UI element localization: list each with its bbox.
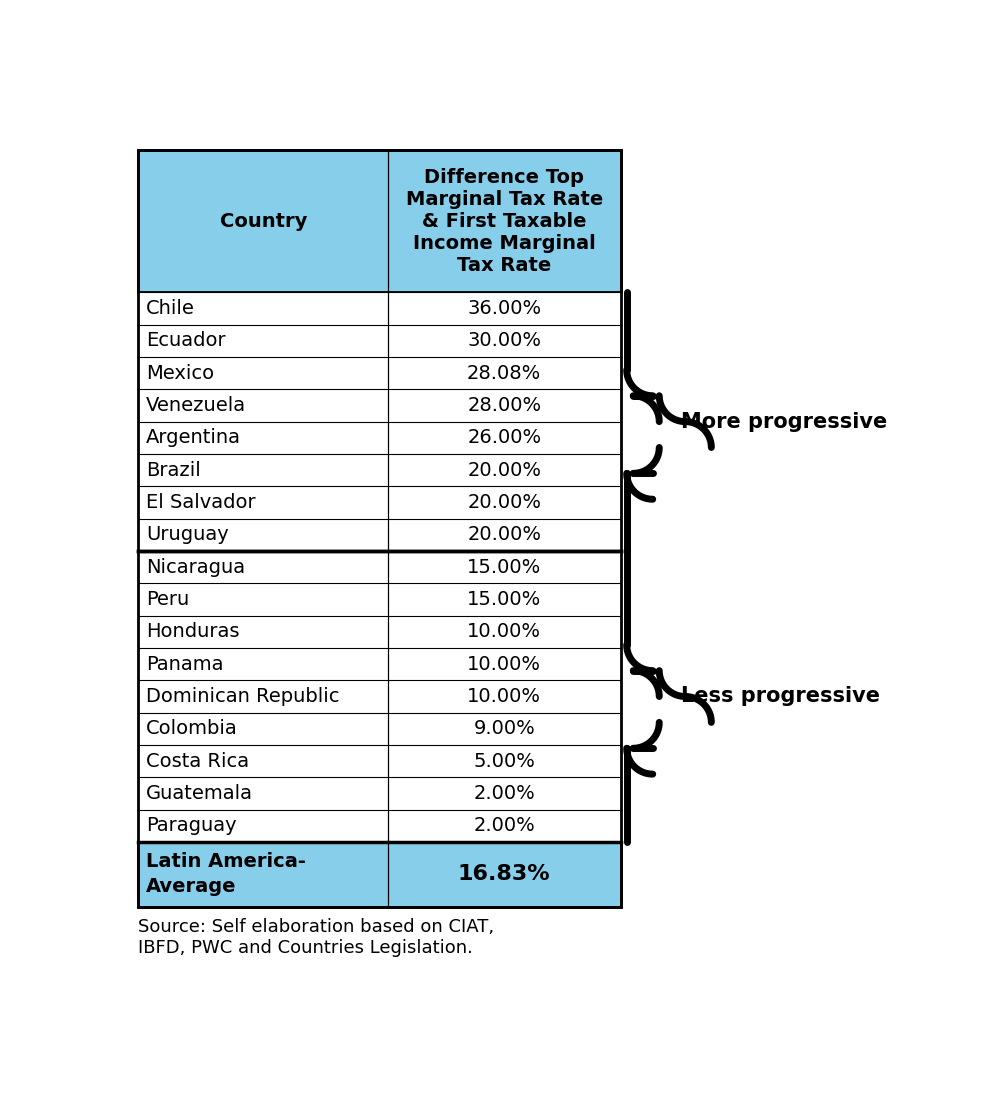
Text: Venezuela: Venezuela xyxy=(146,396,246,414)
Text: 16.83%: 16.83% xyxy=(458,865,551,885)
Text: Ecuador: Ecuador xyxy=(146,332,226,351)
Text: 9.00%: 9.00% xyxy=(473,719,535,738)
Bar xyxy=(138,150,621,907)
Bar xyxy=(138,712,621,745)
Text: 28.08%: 28.08% xyxy=(467,364,542,383)
Text: Argentina: Argentina xyxy=(146,428,241,447)
Text: 36.00%: 36.00% xyxy=(467,299,541,318)
Bar xyxy=(138,357,621,390)
Text: Costa Rica: Costa Rica xyxy=(146,752,249,771)
Bar xyxy=(138,745,621,777)
Text: 28.00%: 28.00% xyxy=(467,396,541,414)
Text: 2.00%: 2.00% xyxy=(473,784,535,803)
Bar xyxy=(138,842,621,907)
Bar xyxy=(138,519,621,551)
Text: Guatemala: Guatemala xyxy=(146,784,253,803)
Text: 10.00%: 10.00% xyxy=(467,687,541,706)
Bar xyxy=(138,325,621,357)
Text: Brazil: Brazil xyxy=(146,460,201,479)
Text: 20.00%: 20.00% xyxy=(467,493,541,512)
Text: More progressive: More progressive xyxy=(681,412,887,431)
Bar xyxy=(138,390,621,421)
Text: Honduras: Honduras xyxy=(146,623,240,642)
Bar xyxy=(138,551,621,584)
Text: 26.00%: 26.00% xyxy=(467,428,541,447)
Bar xyxy=(138,616,621,648)
Text: Difference Top
Marginal Tax Rate
& First Taxable
Income Marginal
Tax Rate: Difference Top Marginal Tax Rate & First… xyxy=(405,168,603,274)
Text: El Salvador: El Salvador xyxy=(146,493,256,512)
Text: Colombia: Colombia xyxy=(146,719,238,738)
Text: Uruguay: Uruguay xyxy=(146,525,229,544)
Text: 15.00%: 15.00% xyxy=(467,590,542,609)
Bar xyxy=(138,150,621,292)
Text: 20.00%: 20.00% xyxy=(467,525,541,544)
Text: 30.00%: 30.00% xyxy=(467,332,541,351)
Text: Country: Country xyxy=(219,212,307,231)
Text: 15.00%: 15.00% xyxy=(467,558,542,577)
Text: Latin America-
Average: Latin America- Average xyxy=(146,852,306,896)
Bar xyxy=(138,777,621,810)
Text: Peru: Peru xyxy=(146,590,189,609)
Text: Less progressive: Less progressive xyxy=(681,687,879,707)
Text: 5.00%: 5.00% xyxy=(473,752,535,771)
Text: Chile: Chile xyxy=(146,299,195,318)
Text: 10.00%: 10.00% xyxy=(467,655,541,673)
Bar xyxy=(138,421,621,454)
Bar xyxy=(138,292,621,325)
Text: 20.00%: 20.00% xyxy=(467,460,541,479)
Text: Panama: Panama xyxy=(146,655,224,673)
Bar xyxy=(138,810,621,842)
Bar xyxy=(138,454,621,486)
Bar xyxy=(138,486,621,519)
Text: Dominican Republic: Dominican Republic xyxy=(146,687,340,706)
Text: 10.00%: 10.00% xyxy=(467,623,541,642)
Text: Paraguay: Paraguay xyxy=(146,816,237,836)
Text: 2.00%: 2.00% xyxy=(473,816,535,836)
Bar xyxy=(138,648,621,680)
Bar xyxy=(138,584,621,616)
Text: Mexico: Mexico xyxy=(146,364,214,383)
Bar xyxy=(138,680,621,712)
Text: Source: Self elaboration based on CIAT,
IBFD, PWC and Countries Legislation.: Source: Self elaboration based on CIAT, … xyxy=(138,918,495,958)
Text: Nicaragua: Nicaragua xyxy=(146,558,245,577)
